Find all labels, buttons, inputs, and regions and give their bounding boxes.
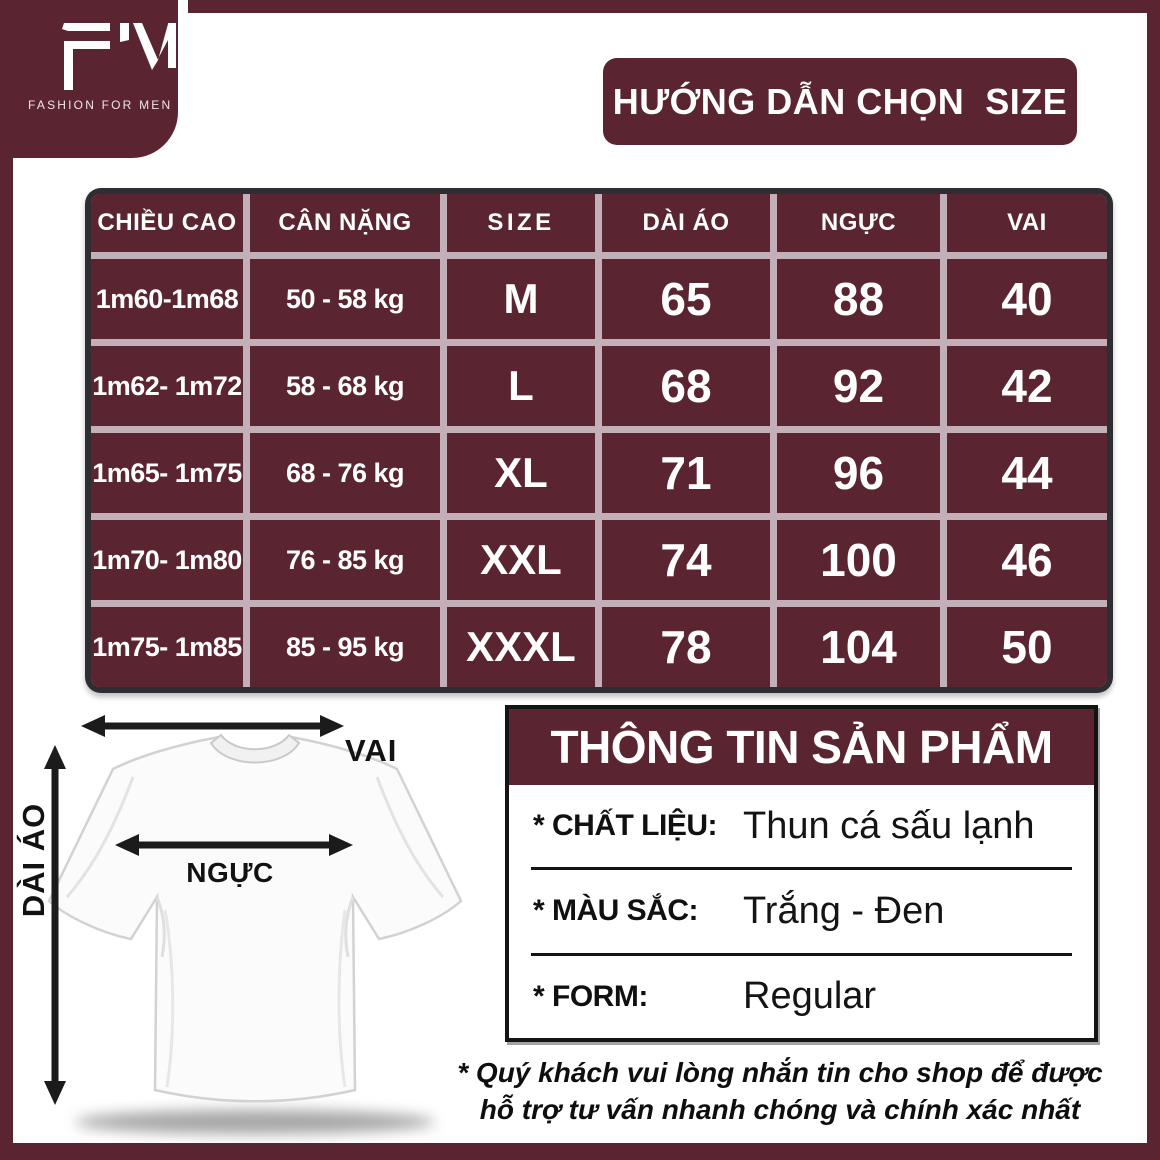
table-cell: 1m65- 1m75: [91, 433, 243, 513]
table-cell: 40: [947, 259, 1107, 339]
table-cell: 1m75- 1m85: [91, 607, 243, 687]
material-label: * CHẤT LIỆU:: [533, 809, 718, 843]
product-row-color: * MÀU SẮC: Trắng - Đen: [509, 870, 1094, 952]
col-header-size: SIZE: [447, 194, 595, 252]
shop-note-line2: hỗ trợ tư vấn nhanh chóng và chính xác n…: [479, 1094, 1081, 1125]
table-cell: 76 - 85 kg: [250, 520, 440, 600]
chest-label: NGỰC: [186, 857, 274, 888]
table-cell: 58 - 68 kg: [250, 346, 440, 426]
frame-bottom: [0, 1143, 1160, 1160]
table-cell: 42: [947, 346, 1107, 426]
frame-right: [1147, 0, 1160, 1160]
shoulder-label: VAI: [345, 733, 398, 768]
form-label: * FORM:: [533, 979, 648, 1013]
table-cell: 68: [602, 346, 770, 426]
table-cell: 1m70- 1m80: [91, 520, 243, 600]
product-info-title: THÔNG TIN SẢN PHẨM: [550, 721, 1053, 773]
table-cell: 104: [777, 607, 940, 687]
divider: [531, 867, 1072, 871]
form-value: Regular: [743, 975, 877, 1018]
frame-left: [0, 0, 13, 1160]
product-info-rows: * CHẤT LIỆU: Thun cá sấu lạnh * MÀU SẮC:…: [509, 785, 1094, 1038]
col-header-length: DÀI ÁO: [602, 194, 770, 252]
product-info-header: THÔNG TIN SẢN PHẨM: [509, 709, 1094, 785]
color-value: Trắng - Đen: [743, 889, 945, 932]
table-cell: 44: [947, 433, 1107, 513]
table-cell: 85 - 95 kg: [250, 607, 440, 687]
product-row-material: * CHẤT LIỆU: Thun cá sấu lạnh: [509, 785, 1094, 867]
table-cell: 71: [602, 433, 770, 513]
shoulder-width-arrow-icon: [81, 715, 344, 737]
fm-logo-icon: [62, 23, 176, 90]
page-title-box: HƯỚNG DẪN CHỌN SIZE: [603, 58, 1077, 145]
table-cell: L: [447, 346, 595, 426]
product-info-box: THÔNG TIN SẢN PHẨM * CHẤT LIỆU: Thun cá …: [505, 705, 1098, 1042]
divider: [531, 952, 1072, 956]
color-label: * MÀU SẮC:: [533, 894, 699, 928]
size-table: CHIỀU CAO CÂN NẶNG SIZE DÀI ÁO NGỰC VAI …: [85, 188, 1113, 693]
brand-logo: FASHION FOR MEN: [0, 0, 178, 158]
length-label: DÀI ÁO: [16, 802, 51, 918]
brand-tagline: FASHION FOR MEN: [28, 98, 173, 112]
col-header-chest: NGỰC: [777, 194, 940, 252]
table-cell: XL: [447, 433, 595, 513]
table-cell: 50: [947, 607, 1107, 687]
table-cell: XXXL: [447, 607, 595, 687]
size-grid: CHIỀU CAO CÂN NẶNG SIZE DÀI ÁO NGỰC VAI …: [91, 194, 1107, 687]
table-cell: 50 - 58 kg: [250, 259, 440, 339]
tshirt-measurement-figure: VAI DÀI ÁO NGỰC: [15, 705, 490, 1150]
table-cell: 46: [947, 520, 1107, 600]
col-header-height: CHIỀU CAO: [91, 194, 243, 252]
col-header-weight: CÂN NẶNG: [250, 194, 440, 252]
table-cell: 74: [602, 520, 770, 600]
table-cell: 65: [602, 259, 770, 339]
product-row-form: * FORM: Regular: [509, 956, 1094, 1038]
table-cell: 68 - 76 kg: [250, 433, 440, 513]
shop-note: * Quý khách vui lòng nhắn tin cho shop đ…: [445, 1054, 1115, 1128]
shop-note-line1: * Quý khách vui lòng nhắn tin cho shop đ…: [457, 1057, 1103, 1088]
table-cell: 1m60-1m68: [91, 259, 243, 339]
table-cell: 96: [777, 433, 940, 513]
chest-width-arrow-icon: [115, 834, 353, 856]
page-title: HƯỚNG DẪN CHỌN SIZE: [612, 80, 1068, 122]
tshirt-shadow: [75, 1110, 435, 1134]
table-cell: 100: [777, 520, 940, 600]
frame-top: [188, 0, 1160, 13]
table-cell: 78: [602, 607, 770, 687]
material-value: Thun cá sấu lạnh: [743, 804, 1035, 847]
table-cell: 1m62- 1m72: [91, 346, 243, 426]
tshirt-image: [44, 715, 463, 1105]
table-cell: 88: [777, 259, 940, 339]
table-cell: XXL: [447, 520, 595, 600]
col-header-shoulder: VAI: [947, 194, 1107, 252]
shirt-length-arrow-icon: [44, 745, 66, 1105]
table-cell: 92: [777, 346, 940, 426]
table-cell: M: [447, 259, 595, 339]
